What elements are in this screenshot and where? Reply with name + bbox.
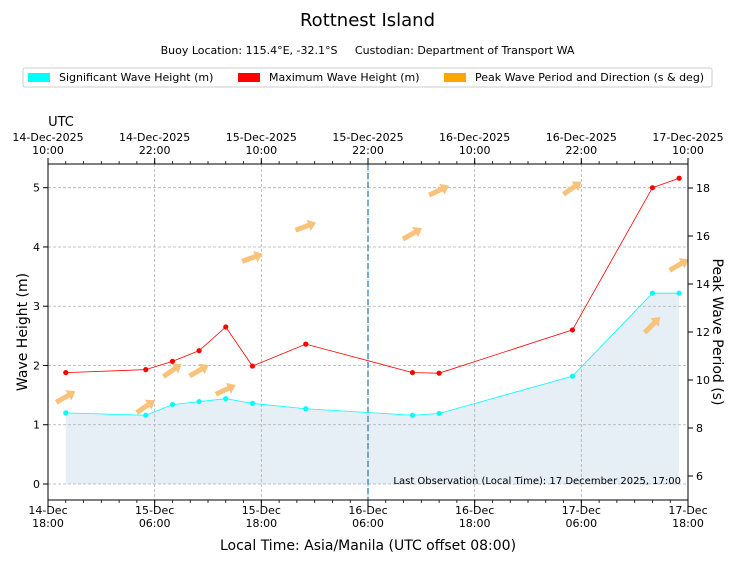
arrow-head xyxy=(171,363,182,374)
max-wave-height-point xyxy=(169,358,176,364)
y-tick-label: 5 xyxy=(33,182,40,195)
peak-period-arrow xyxy=(55,390,76,405)
arrow-head xyxy=(412,226,422,238)
top-x-tick-label: 14-Dec-2025 10:00 xyxy=(12,131,83,157)
significant-wave-height-point xyxy=(436,410,442,417)
top-x-tick-label: 14-Dec-2025 22:00 xyxy=(119,131,190,157)
arrow-head xyxy=(678,258,689,269)
significant-wave-height-point xyxy=(649,290,656,296)
top-x-tick-label: 16-Dec-2025 22:00 xyxy=(546,131,617,157)
x-tick-label: 16-Dec 06:00 xyxy=(348,504,387,530)
y-tick-label: 0 xyxy=(33,478,40,491)
legend-label: Maximum Wave Height (m) xyxy=(269,71,420,84)
y-axis-label: Wave Height (m) xyxy=(15,273,31,391)
y2-tick-label: 10 xyxy=(696,374,710,387)
max-wave-height-point xyxy=(676,175,682,181)
y2-tick-label: 16 xyxy=(696,230,710,243)
arrow-head xyxy=(198,363,209,375)
x-tick-label: 14-Dec 18:00 xyxy=(28,504,67,530)
max-wave-height-line xyxy=(65,177,680,374)
x-axis-label: Local Time: Asia/Manila (UTC offset 08:0… xyxy=(220,538,516,554)
significant-wave-height-point xyxy=(143,412,149,418)
significant-wave-height-point xyxy=(303,406,309,412)
legend-label: Peak Wave Period and Direction (s & deg) xyxy=(475,71,704,84)
peak-period-arrow xyxy=(294,219,317,233)
y2-tick-label: 8 xyxy=(696,422,703,435)
max-wave-height-point xyxy=(303,341,309,347)
y2-tick-label: 12 xyxy=(696,326,710,339)
y2-tick-label: 18 xyxy=(696,182,710,195)
top-axis-unit-label: UTC xyxy=(48,115,74,130)
arrow-head xyxy=(306,219,317,232)
max-wave-height-point xyxy=(143,367,149,373)
arrow-head xyxy=(253,250,263,263)
y-tick-label: 1 xyxy=(33,419,40,432)
significant-wave-height-point xyxy=(409,412,416,418)
chart-subtitle: Buoy Location: 115.4°E, -32.1°S Custodia… xyxy=(161,44,575,57)
peak-period-arrow xyxy=(135,399,155,415)
legend: Significant Wave Height (m) Maximum Wave … xyxy=(22,67,713,88)
peak-period-arrow xyxy=(668,258,689,273)
peak-period-arrow xyxy=(188,363,209,379)
arrow-head xyxy=(225,382,236,394)
last-observation-annotation: Last Observation (Local Time): 17 Decemb… xyxy=(393,476,681,487)
peak-period-arrow xyxy=(642,317,661,335)
top-x-tick-label: 15-Dec-2025 22:00 xyxy=(332,131,403,157)
significant-wave-height-point xyxy=(196,399,202,405)
significant-wave-height-point xyxy=(249,400,256,407)
max-wave-height-point xyxy=(196,348,202,354)
legend-swatch xyxy=(238,73,260,82)
y2-tick-label: 14 xyxy=(696,278,710,291)
max-wave-height-point xyxy=(63,369,69,376)
significant-wave-height-point xyxy=(223,396,229,402)
y-tick-label: 3 xyxy=(33,300,40,313)
y2-tick-label: 6 xyxy=(696,470,703,483)
max-wave-height-point xyxy=(436,370,442,376)
max-wave-height-point xyxy=(249,363,256,369)
y-tick-label: 4 xyxy=(33,241,40,254)
arrow-head xyxy=(439,183,450,195)
max-wave-height-point xyxy=(409,369,416,376)
y2-axis-label: Peak Wave Period (s) xyxy=(709,259,725,406)
peak-period-arrow xyxy=(241,250,263,264)
significant-wave-height-point xyxy=(63,410,69,416)
y-tick-label: 2 xyxy=(33,359,40,372)
significant-wave-height-point xyxy=(169,401,176,408)
arrow-head xyxy=(650,317,661,327)
max-wave-height-point xyxy=(569,327,576,333)
legend-label: Significant Wave Height (m) xyxy=(59,71,213,84)
max-wave-height-point xyxy=(649,185,656,191)
arrow-head xyxy=(144,399,155,410)
arrow-head xyxy=(65,390,76,401)
significant-wave-height-point xyxy=(569,373,576,379)
peak-period-arrow xyxy=(428,183,450,198)
peak-period-arrow xyxy=(401,226,422,242)
significant-wave-height-point xyxy=(676,290,682,296)
legend-swatch xyxy=(444,73,466,82)
peak-period-arrow xyxy=(214,382,236,397)
legend-swatch xyxy=(28,73,50,82)
peak-period-arrow xyxy=(561,181,582,197)
significant-wave-area xyxy=(65,293,680,484)
peak-period-arrow xyxy=(161,363,182,379)
top-x-tick-label: 15-Dec-2025 10:00 xyxy=(226,131,297,157)
arrow-head xyxy=(571,181,582,192)
x-tick-label: 15-Dec 06:00 xyxy=(135,504,174,530)
x-tick-label: 17-Dec 06:00 xyxy=(562,504,601,530)
top-x-tick-label: 17-Dec-2025 10:00 xyxy=(652,131,723,157)
significant-wave-height-line xyxy=(65,292,680,416)
chart-title: Rottnest Island xyxy=(300,10,435,31)
top-x-tick-label: 16-Dec-2025 10:00 xyxy=(439,131,510,157)
x-tick-label: 16-Dec 18:00 xyxy=(455,504,494,530)
max-wave-height-point xyxy=(223,324,229,330)
x-tick-label: 15-Dec 18:00 xyxy=(242,504,281,530)
x-tick-label: 17-Dec 18:00 xyxy=(668,504,707,530)
